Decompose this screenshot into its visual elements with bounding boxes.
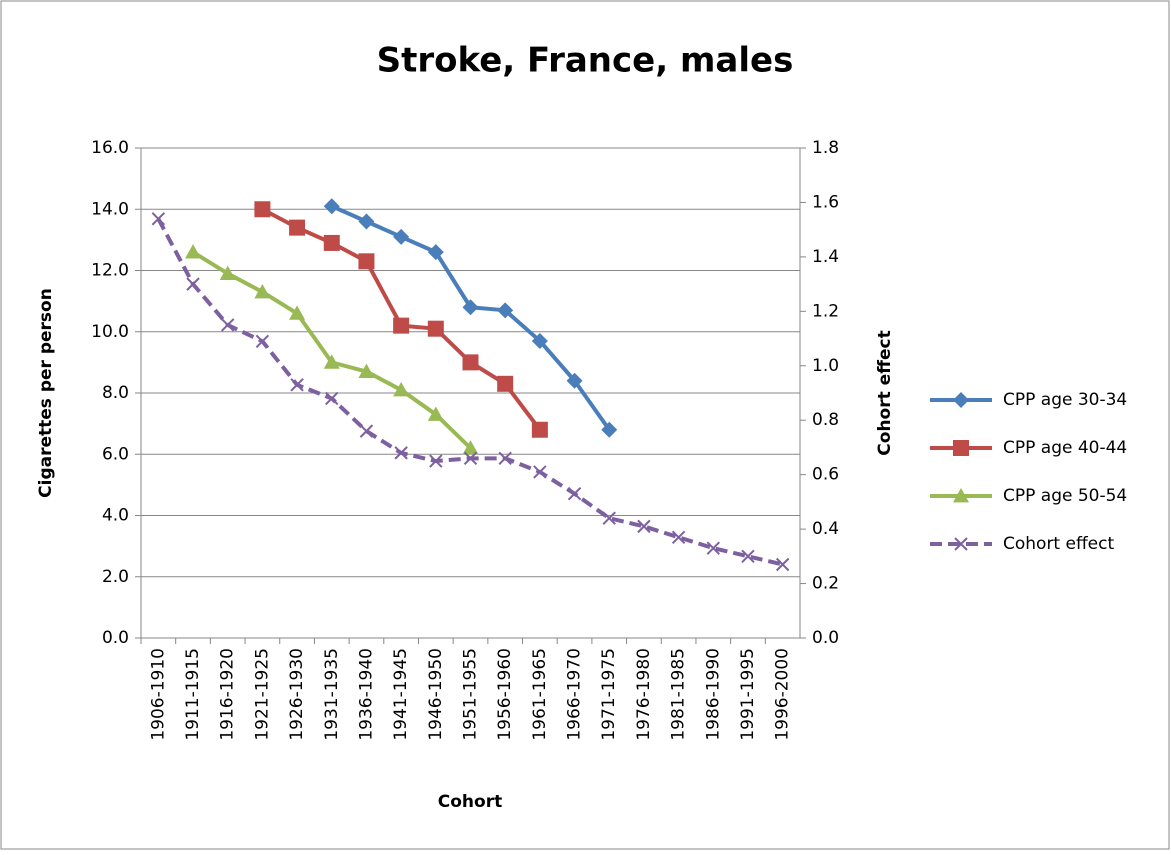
legend-marker: [953, 440, 969, 456]
data-point: [531, 332, 548, 349]
data-point: [393, 317, 410, 334]
x-tick-label: 1911-1915: [183, 648, 203, 741]
data-point: [289, 305, 306, 320]
y2-tick-label: 1.2: [812, 301, 839, 321]
data-point: [255, 334, 270, 348]
data-point: [531, 421, 548, 438]
y2-tick-label: 0.4: [812, 519, 839, 539]
legend-label: CPP age 50-54: [1003, 486, 1127, 506]
y2-axis-title: Cohort effect: [875, 330, 895, 455]
data-point: [325, 391, 339, 406]
x-tick-label: 1941-1945: [391, 648, 411, 741]
x-tick-label: 1981-1985: [669, 648, 689, 741]
data-point: [186, 277, 200, 291]
data-point: [151, 212, 166, 226]
data-point: [462, 440, 479, 455]
data-point: [358, 363, 375, 378]
y2-tick-label: 1.8: [812, 138, 839, 158]
x-tick-label: 1946-1950: [426, 648, 446, 741]
data-point: [741, 549, 755, 564]
y-tick-label: 8.0: [102, 383, 129, 403]
y-axis-title: Cigarettes per person: [36, 288, 56, 498]
x-tick-label: 1936-1940: [356, 648, 376, 741]
data-point: [393, 381, 410, 397]
y-tick-label: 12.0: [91, 261, 129, 281]
legend-marker: [954, 537, 968, 551]
data-point: [323, 198, 340, 215]
data-point: [497, 302, 514, 319]
y-tick-label: 0.0: [102, 628, 129, 648]
data-point: [567, 487, 582, 501]
x-tick-label: 1986-1990: [703, 648, 723, 741]
x-tick-label: 1921-1925: [252, 648, 272, 741]
data-point: [601, 421, 618, 438]
y2-tick-label: 0.6: [812, 465, 839, 485]
y2-tick-label: 1.6: [812, 192, 839, 212]
y-tick-label: 16.0: [91, 138, 129, 158]
x-tick-label: 1991-1995: [738, 648, 758, 741]
legend-label: Cohort effect: [1003, 534, 1114, 554]
legend-label: CPP age 30-34: [1003, 390, 1127, 410]
x-tick-label: 1916-1920: [218, 648, 238, 741]
data-point: [393, 228, 410, 245]
x-tick-label: 1926-1930: [287, 648, 307, 741]
x-tick-label: 1976-1980: [634, 648, 654, 741]
legend-label: CPP age 40-44: [1003, 438, 1127, 458]
data-point: [427, 406, 444, 421]
x-axis-title: Cohort: [438, 792, 502, 812]
data-point: [323, 234, 340, 251]
y2-tick-label: 1.4: [812, 247, 839, 267]
data-point: [637, 519, 651, 534]
data-point: [498, 451, 512, 466]
y-tick-label: 2.0: [102, 567, 129, 587]
data-point: [323, 354, 340, 369]
y-tick-label: 6.0: [102, 444, 129, 464]
data-point: [219, 265, 236, 280]
x-tick-label: 1906-1910: [148, 648, 168, 741]
data-point: [254, 201, 271, 218]
y-tick-label: 14.0: [91, 199, 129, 219]
data-point: [775, 557, 790, 572]
data-point: [427, 244, 444, 261]
x-tick-label: 1951-1955: [461, 648, 481, 741]
data-point: [290, 378, 304, 392]
data-point: [289, 219, 306, 236]
y-tick-label: 4.0: [102, 506, 129, 526]
data-point: [533, 465, 547, 479]
data-point: [394, 446, 408, 460]
x-tick-label: 1931-1935: [322, 648, 342, 741]
y2-tick-label: 0.2: [812, 574, 839, 594]
data-point: [602, 511, 616, 525]
legend-marker: [953, 488, 969, 503]
data-point: [254, 283, 271, 299]
y2-tick-label: 0.8: [812, 410, 839, 430]
data-point: [462, 354, 479, 371]
x-tick-label: 1996-2000: [773, 648, 793, 741]
y2-tick-label: 1.0: [812, 356, 839, 376]
data-point: [185, 244, 202, 259]
x-tick-label: 1956-1960: [495, 648, 515, 741]
data-point: [427, 320, 444, 337]
legend-marker: [953, 392, 969, 408]
y2-tick-label: 0.0: [812, 628, 839, 648]
data-point: [358, 253, 375, 270]
data-point: [706, 541, 720, 555]
x-tick-label: 1971-1975: [599, 648, 619, 741]
x-tick-label: 1961-1965: [530, 648, 550, 741]
data-point: [463, 451, 478, 466]
data-point: [429, 454, 443, 468]
data-point: [497, 375, 514, 392]
data-point: [671, 530, 686, 544]
data-point: [359, 424, 374, 438]
y-tick-label: 10.0: [91, 322, 129, 342]
data-point: [566, 372, 583, 389]
data-point: [221, 318, 235, 332]
chart-title: Stroke, France, males: [377, 41, 794, 81]
data-point: [462, 299, 479, 316]
data-point: [358, 213, 375, 230]
x-tick-label: 1966-1970: [565, 648, 585, 741]
